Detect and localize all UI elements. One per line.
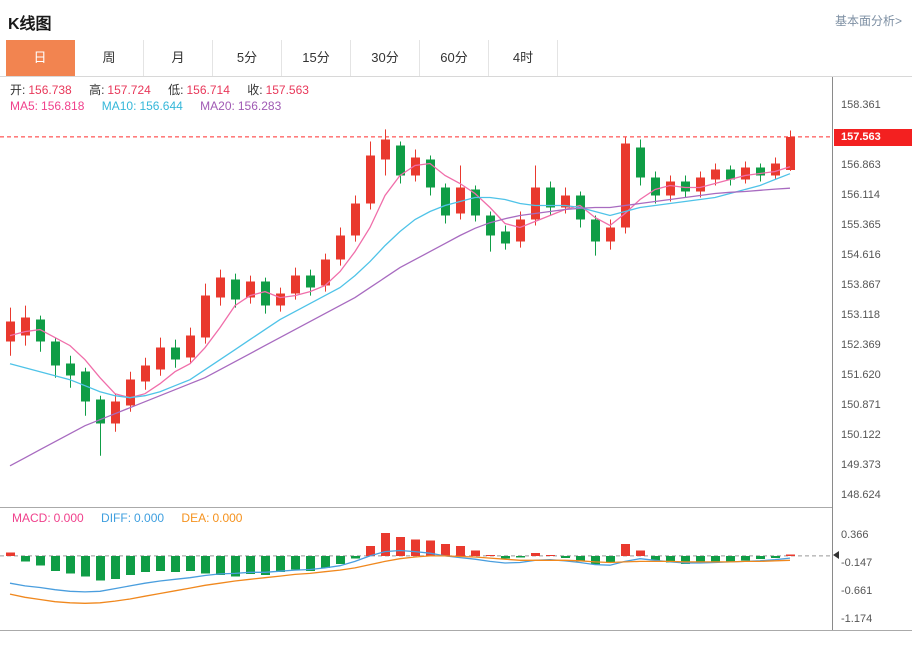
page-title: K线图 [8, 16, 52, 33]
price-axis-label: 154.616 [841, 248, 881, 261]
open-label: 开: [10, 83, 26, 97]
dea-value: 0.000 [212, 511, 243, 525]
macd-axis-label: -0.147 [841, 556, 873, 569]
macd-axis: 0.366 -0.147 -0.661 -1.174 [832, 507, 912, 630]
price-axis-label: 153.118 [841, 308, 880, 321]
price-axis-label: 150.871 [841, 398, 881, 411]
ma10-label: MA10: [101, 99, 137, 113]
tab-60分[interactable]: 60分 [420, 40, 489, 76]
diff-value: 0.000 [134, 511, 165, 525]
tab-周[interactable]: 周 [75, 40, 144, 76]
dea-label: DEA: [181, 511, 210, 525]
fundamental-analysis-link[interactable]: 基本面分析> [834, 14, 902, 28]
diff-label: DIFF: [101, 511, 132, 525]
tab-bar: 日周月 5分 15分 30分 60分 4时 [0, 40, 912, 77]
price-axis-label: 152.369 [841, 338, 881, 351]
price-axis-label: 156.863 [841, 158, 881, 171]
price-axis-label: 148.624 [841, 488, 881, 501]
price-axis-label: 153.867 [841, 278, 881, 291]
price-axis-label: 156.114 [841, 188, 880, 201]
ma20-label: MA20: [200, 99, 235, 113]
high-value: 157.724 [107, 83, 151, 97]
macd-axis-label: -0.661 [841, 584, 873, 597]
ma5-label: MA5: [10, 99, 39, 113]
ma-readout: MA5: 156.818 MA10: 156.644 MA20: 156.283 [10, 99, 295, 113]
ma5-value: 156.818 [41, 99, 85, 113]
tab-日[interactable]: 日 [6, 40, 75, 76]
tab-15分[interactable]: 15分 [282, 40, 351, 76]
page-header: K线图 基本面分析> [0, 0, 912, 40]
macd-label: MACD: [12, 511, 51, 525]
close-label: 收: [247, 83, 263, 97]
macd-chart-canvas[interactable]: MACD: 0.000 DIFF: 0.000 DEA: 0.000 [0, 507, 832, 630]
ohlc-readout: 开: 156.738 高: 157.724 低: 156.714 收: 157.563 [10, 81, 323, 98]
ma20-value: 156.283 [237, 99, 282, 113]
macd-axis-label: -1.174 [841, 612, 873, 625]
low-value: 156.714 [186, 83, 230, 97]
current-price-tag: 157.563 [834, 128, 912, 146]
price-axis-label: 158.361 [841, 98, 881, 111]
tab-5分[interactable]: 5分 [213, 40, 282, 76]
ma10-value: 156.644 [139, 99, 183, 113]
tab-月[interactable]: 月 [144, 40, 213, 76]
chart-area: 开: 156.738 高: 157.724 低: 156.714 收: 157.563 … [0, 77, 912, 631]
price-axis-label: 155.365 [841, 218, 881, 231]
price-axis-label: 151.620 [841, 368, 881, 381]
close-value: 157.563 [265, 83, 309, 97]
macd-zero-marker-icon [833, 550, 839, 559]
tab-30分[interactable]: 30分 [351, 40, 420, 76]
open-value: 156.738 [28, 83, 72, 97]
macd-value: 0.000 [53, 511, 84, 525]
high-label: 高: [89, 83, 105, 97]
tab-4时[interactable]: 4时 [489, 40, 558, 76]
macd-readout: MACD: 0.000 DIFF: 0.000 DEA: 0.000 [12, 511, 256, 525]
low-label: 低: [168, 83, 184, 97]
price-axis-label: 150.122 [841, 428, 881, 441]
price-axis: 157.563 158.361 156.863 156.114 155.365 154.… [832, 77, 912, 507]
macd-axis-label: 0.366 [841, 528, 869, 541]
price-axis-label: 149.373 [841, 458, 881, 471]
main-chart-canvas[interactable]: 开: 156.738 高: 157.724 低: 156.714 收: 157.563 … [0, 77, 832, 507]
